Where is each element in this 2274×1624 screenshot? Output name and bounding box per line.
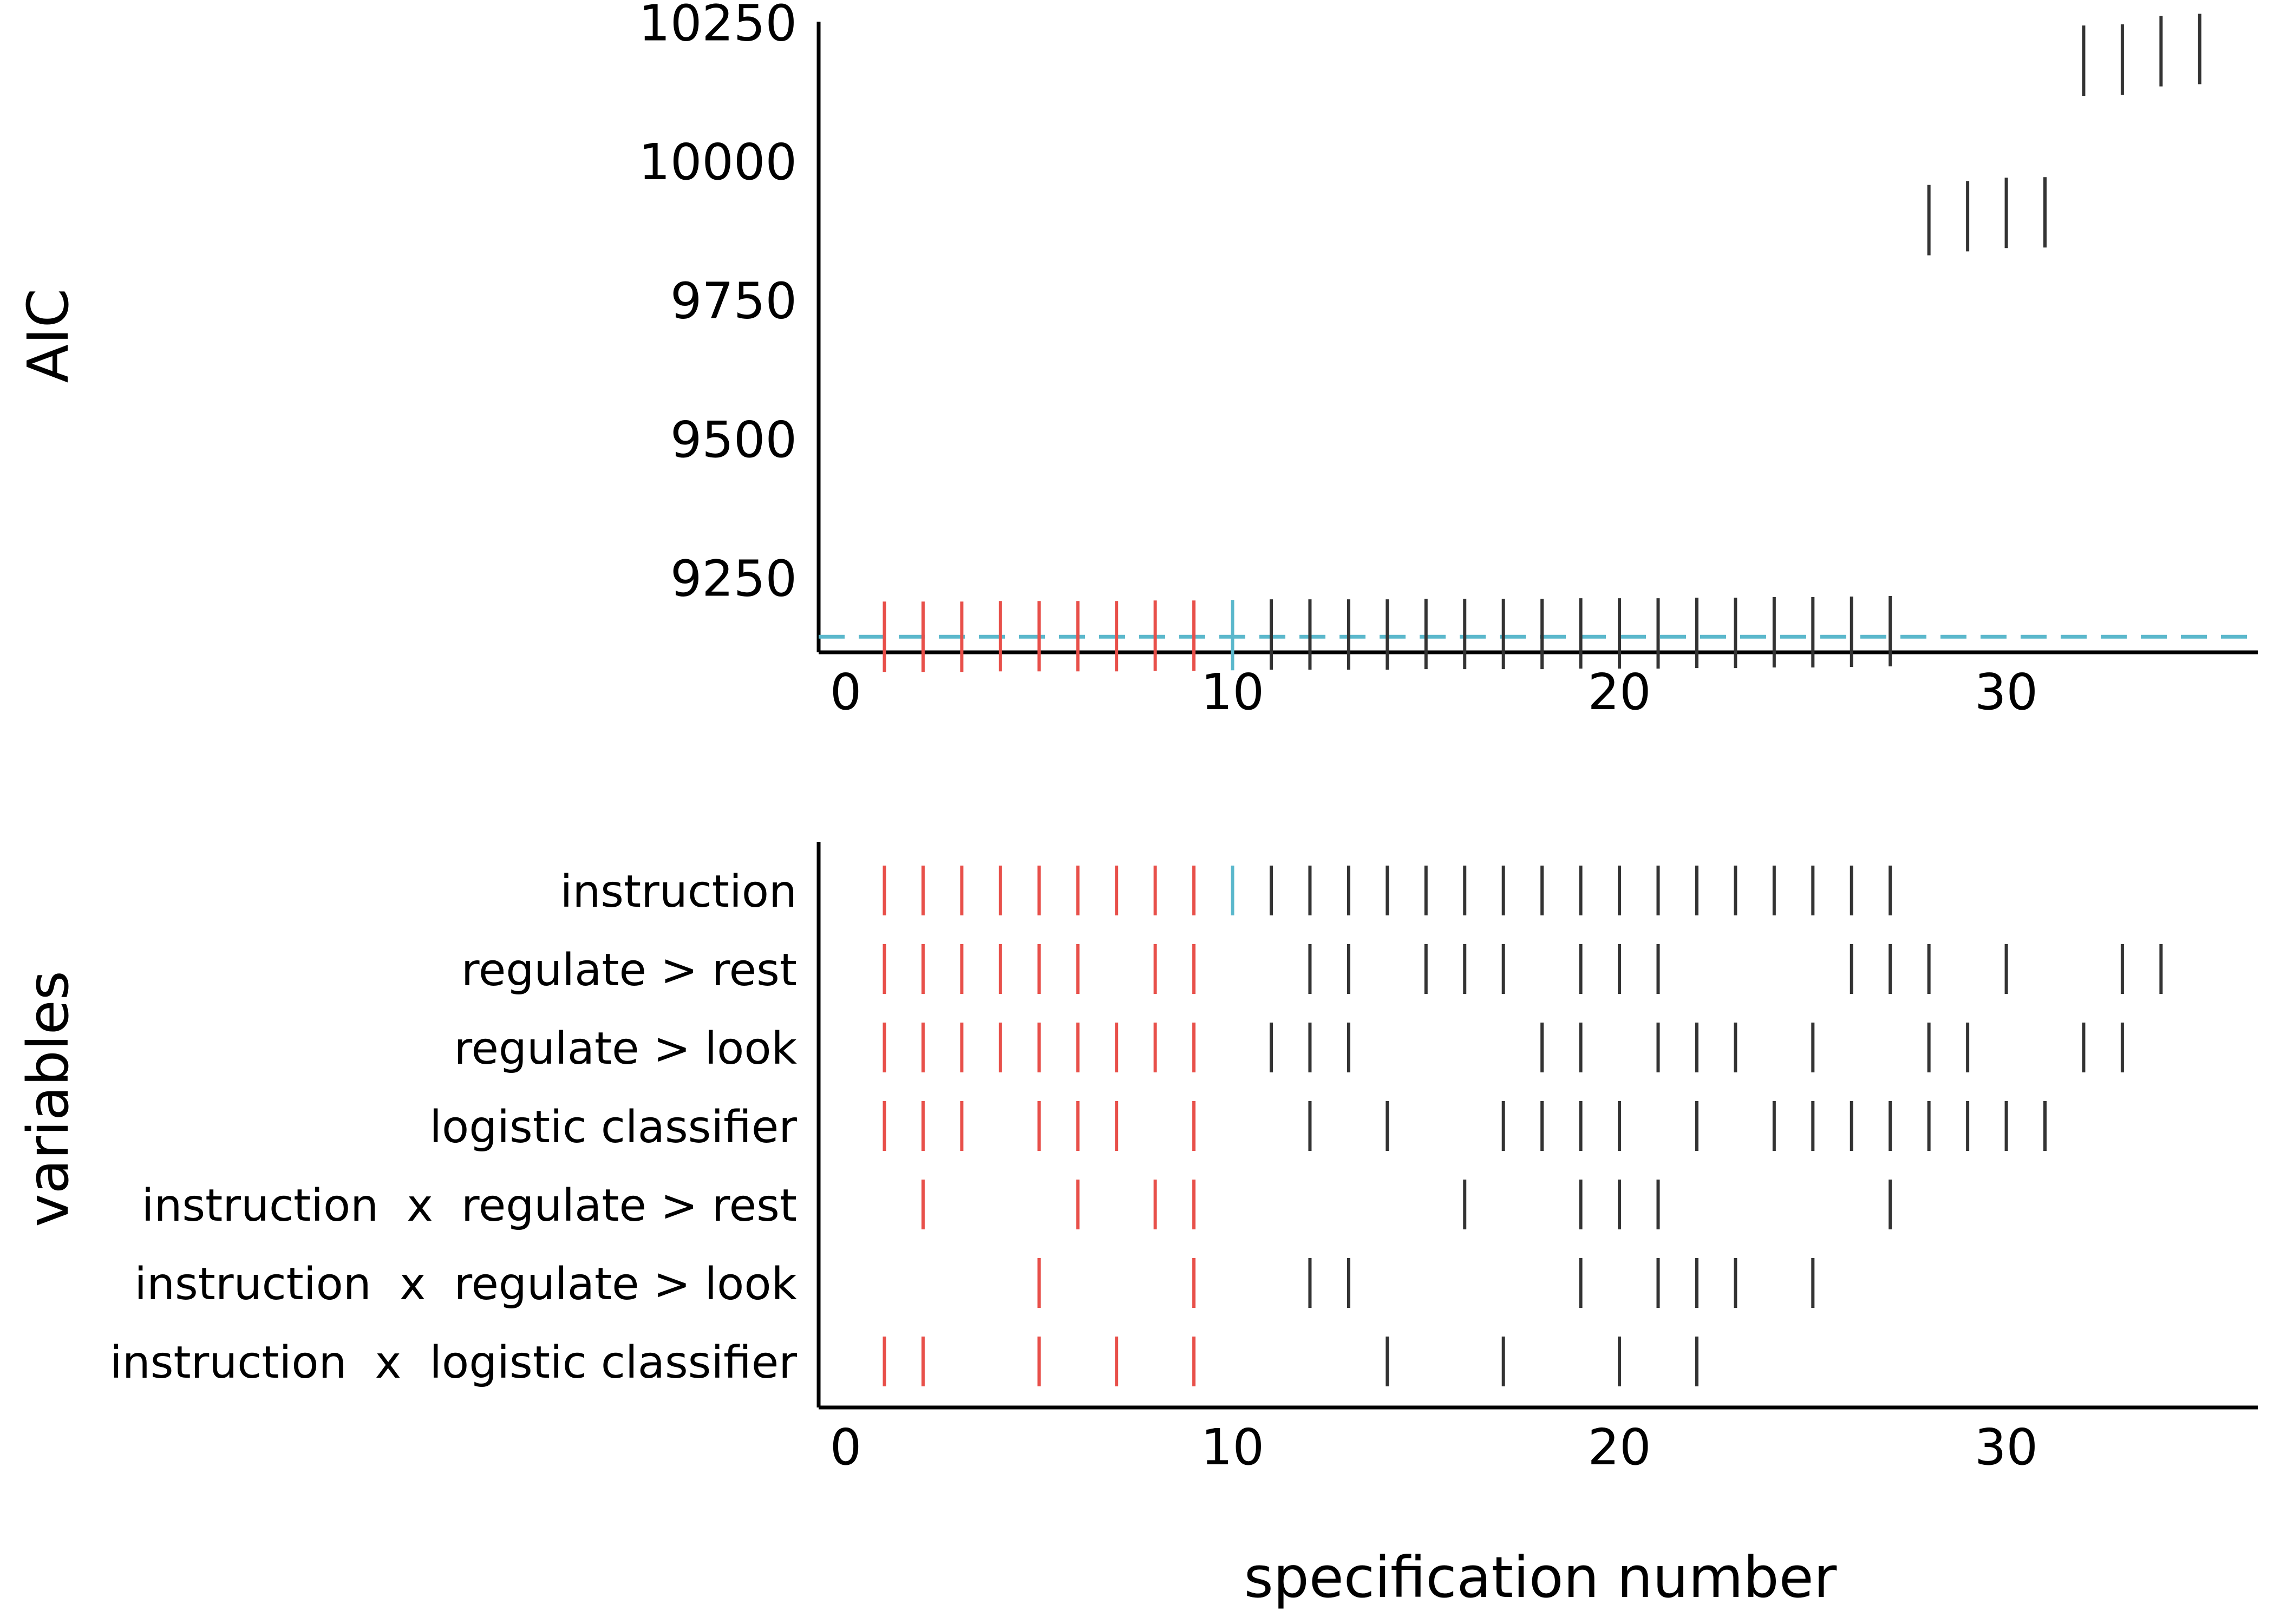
variable-row-label: logistic classifier	[429, 1102, 797, 1153]
aic-axis-label: AIC	[15, 289, 81, 383]
x-axis-label: specification number	[1244, 1544, 1837, 1610]
variable-row-label: regulate > rest	[461, 945, 797, 996]
aic-y-tick-label: 9250	[670, 549, 797, 607]
aic-y-tick-label: 9750	[670, 272, 797, 330]
variable-row-label: instruction	[560, 866, 797, 918]
variables-x-tick-label: 20	[1588, 1418, 1651, 1476]
variable-row-label: regulate > look	[454, 1023, 798, 1075]
variable-row-label: instruction x regulate > rest	[142, 1180, 797, 1232]
aic-y-tick-label: 9500	[670, 411, 797, 469]
aic-y-tick-label: 10000	[638, 133, 797, 191]
variables-x-tick-label: 10	[1201, 1418, 1264, 1476]
aic-x-tick-label: 0	[830, 663, 862, 721]
aic-x-tick-label: 20	[1588, 663, 1651, 721]
aic-y-tick-label: 10250	[638, 0, 797, 52]
variables-panel: 0 10 20 30 instruction regulate > rest regulat…	[110, 842, 2258, 1476]
variables-x-tick-label: 0	[830, 1418, 862, 1476]
variables-x-tick-label: 30	[1975, 1418, 2038, 1476]
aic-x-tick-label: 30	[1975, 663, 2038, 721]
aic-x-tick-label: 10	[1201, 663, 1264, 721]
variable-row-label: instruction x logistic classifier	[110, 1337, 797, 1389]
variable-row-label: instruction x regulate > look	[134, 1259, 797, 1310]
aic-panel: 9250 9500 9750 10000 10250 0 10 20 30	[638, 0, 2258, 721]
variables-axis-label: variables	[15, 971, 81, 1227]
